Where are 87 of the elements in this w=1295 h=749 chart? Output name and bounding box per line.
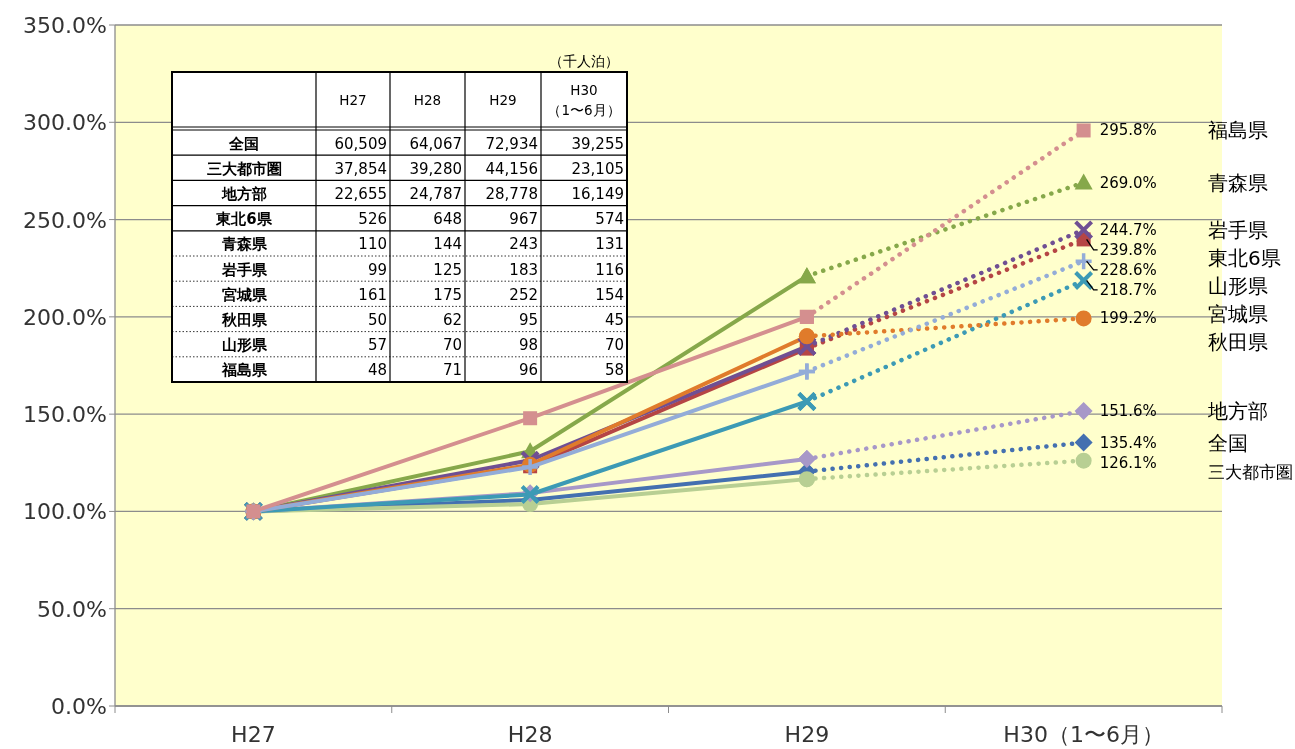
- data-label: 151.6%: [1099, 402, 1157, 421]
- text: 23,105: [571, 159, 624, 178]
- text: 175: [433, 285, 462, 304]
- data-label: 126.1%: [1099, 453, 1157, 472]
- category-label: 東北6県: [216, 210, 272, 229]
- text: 45: [604, 311, 624, 329]
- data-label: 295.8%: [1099, 121, 1157, 140]
- category-label: 山形県: [221, 336, 267, 355]
- text: 99: [367, 260, 387, 279]
- text: 526: [358, 210, 387, 229]
- data-label: 228.6%: [1099, 260, 1157, 279]
- category-label: H30 （1〜6月）: [547, 81, 621, 118]
- text: 地方部: [1207, 399, 1268, 424]
- x-tick-label: H30（1〜6月）: [1003, 722, 1164, 747]
- text: 22,655: [334, 185, 387, 203]
- y-tick-label: 200.0%: [23, 304, 107, 330]
- category-label: 福島県: [221, 361, 267, 380]
- text: 125: [433, 260, 462, 279]
- text: 98: [518, 336, 538, 355]
- text: 116: [595, 260, 624, 279]
- y-tick-label: 350.0%: [23, 13, 107, 38]
- y-tick-label: 300.0%: [23, 110, 107, 136]
- text: 131: [595, 235, 624, 254]
- text: 96: [518, 361, 538, 380]
- text: 39,280: [409, 159, 462, 178]
- text: 青森県: [1208, 170, 1268, 195]
- text: 全国: [1208, 430, 1248, 455]
- text: 16,149: [571, 185, 624, 203]
- text: 64,067: [409, 134, 462, 153]
- text: 岩手県: [1208, 217, 1268, 242]
- text: 154: [595, 285, 624, 304]
- y-tick-label: 150.0%: [23, 402, 107, 428]
- text: 243: [509, 235, 538, 254]
- text: （千人泊）: [549, 53, 619, 69]
- text: 44,156: [485, 159, 538, 178]
- category-label: 宮城県: [221, 285, 267, 304]
- text: 24,787: [409, 185, 462, 203]
- data-label: 244.7%: [1099, 220, 1157, 239]
- text: 574: [595, 210, 624, 229]
- text: 70: [604, 336, 624, 355]
- text: 183: [509, 260, 538, 279]
- category-label: 地方部: [221, 185, 267, 203]
- data-label: 239.8%: [1099, 240, 1157, 259]
- text: 山形県: [1208, 273, 1268, 298]
- text: 62: [442, 311, 462, 329]
- y-tick-label: 250.0%: [23, 207, 107, 233]
- text: 宮城県: [1208, 301, 1268, 326]
- text: 福島県: [1208, 118, 1268, 143]
- text: 東北6県: [1208, 245, 1281, 270]
- data-label: 269.0%: [1099, 173, 1157, 192]
- x-tick-label: H28: [507, 722, 553, 747]
- category-label: 三大都市圏: [206, 159, 282, 178]
- text: 161: [358, 285, 387, 304]
- x-tick-label: H27: [231, 722, 276, 747]
- text: 50: [367, 311, 387, 329]
- text: 648: [433, 210, 462, 229]
- category-label: H28: [413, 91, 442, 108]
- text: 60,509: [334, 134, 387, 153]
- y-tick-label: 0.0%: [51, 694, 107, 719]
- text: 37,854: [334, 159, 387, 178]
- data-label: 135.4%: [1099, 433, 1157, 452]
- text: 71: [442, 361, 462, 380]
- category-label: 岩手県: [221, 260, 267, 279]
- category-label: 秋田県: [221, 311, 267, 329]
- text: 28,778: [485, 185, 538, 203]
- category-label: H29: [489, 91, 517, 108]
- category-label: 全国: [229, 134, 259, 153]
- text: 48: [367, 361, 387, 380]
- text: 三大都市圏: [1208, 461, 1293, 482]
- text: 72,934: [485, 134, 538, 153]
- data-label: 218.7%: [1099, 280, 1157, 299]
- y-tick-label: 100.0%: [23, 499, 107, 525]
- data-label: 199.2%: [1099, 309, 1157, 328]
- text: 252: [509, 285, 538, 304]
- category-label: 青森県: [221, 235, 267, 254]
- text: 58: [604, 361, 624, 380]
- text: 967: [509, 210, 538, 229]
- text: 144: [433, 235, 462, 254]
- text: 57: [367, 336, 387, 355]
- y-tick-label: 50.0%: [37, 596, 107, 622]
- text: 110: [358, 235, 387, 254]
- category-label: H27: [339, 91, 367, 108]
- x-tick-label: H29: [784, 722, 830, 747]
- text: 70: [442, 336, 462, 355]
- text: 秋田県: [1208, 329, 1268, 354]
- text: 39,255: [571, 134, 624, 153]
- text: 95: [518, 311, 538, 329]
